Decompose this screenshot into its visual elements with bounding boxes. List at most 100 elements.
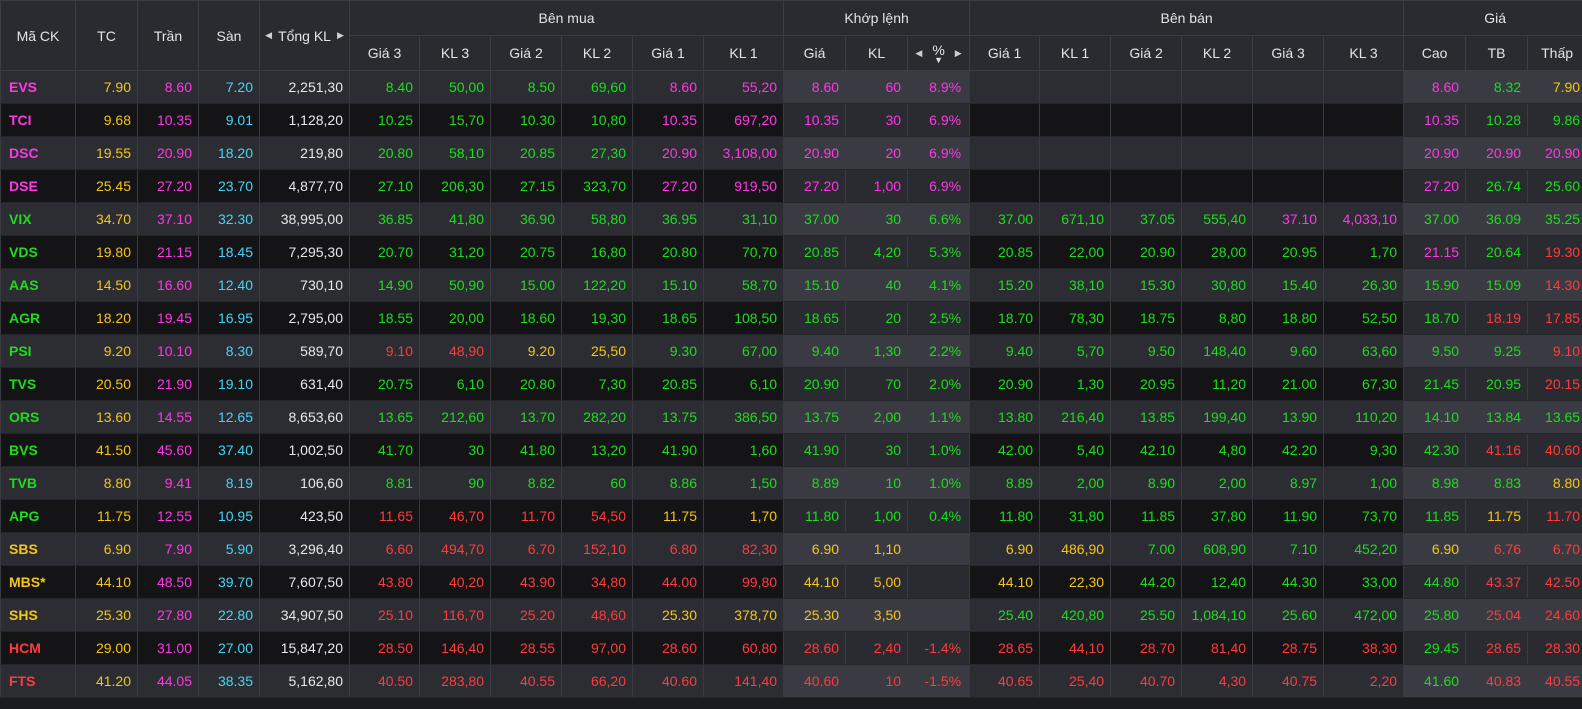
header-sell-vol-3[interactable]: KL 3: [1323, 35, 1405, 71]
symbol-cell[interactable]: VDS: [0, 235, 76, 269]
symbol-cell[interactable]: VIX: [0, 202, 76, 236]
buy-vol-2-cell: 122,20: [561, 268, 633, 302]
buy-price-1-cell: 11.75: [632, 499, 704, 533]
sort-down-icon[interactable]: ▼: [934, 55, 944, 65]
table-row[interactable]: BVS 41.50 45.60 37.40 1,002,50 41.70 30 41.80 13…: [0, 433, 1582, 467]
header-match-pct[interactable]: ◀ % ▼ ▶: [907, 35, 971, 71]
table-row[interactable]: HCM 29.00 31.00 27.00 15,847,20 28.50 146,40 28…: [0, 631, 1582, 665]
header-sell-price-1[interactable]: Giá 1: [969, 35, 1041, 71]
buy-price-1-cell: 6.80: [632, 532, 704, 566]
buy-price-1-cell: 27.20: [632, 169, 704, 203]
sell-price-1-cell: 20.90: [969, 367, 1041, 401]
sell-price-2-cell: 20.95: [1110, 367, 1183, 401]
header-total-vol[interactable]: ◀ Tổng KL ▶: [259, 0, 350, 71]
ceil-price-cell: 8.60: [137, 70, 199, 104]
sell-price-2-cell: 7.00: [1110, 532, 1183, 566]
ref-price-cell: 29.00: [75, 631, 138, 665]
table-row[interactable]: EVS 7.90 8.60 7.20 2,251,30 8.40 50,00 8.50 69,6…: [0, 70, 1582, 104]
match-pct-cell: 2.2%: [907, 334, 971, 368]
buy-price-3-cell: 9.10: [349, 334, 420, 368]
sell-price-2-cell: 28.70: [1110, 631, 1183, 665]
header-sell-price-2[interactable]: Giá 2: [1110, 35, 1183, 71]
match-price-cell: 41.90: [783, 433, 847, 467]
sell-vol-2-cell: 4,80: [1181, 433, 1254, 467]
sell-vol-3-cell: 452,20: [1323, 532, 1405, 566]
header-price-group: Giá: [1403, 0, 1582, 36]
header-symbol[interactable]: Mã CK: [0, 0, 76, 71]
symbol-cell[interactable]: AGR: [0, 301, 76, 335]
high-price-cell: 14.10: [1403, 400, 1467, 434]
table-row[interactable]: PSI 9.20 10.10 8.30 589,70 9.10 48,90 9.20 25,50…: [0, 334, 1582, 368]
header-match-vol[interactable]: KL: [845, 35, 909, 71]
caret-left-icon[interactable]: ◀: [265, 30, 273, 40]
table-row[interactable]: TCI 9.68 10.35 9.01 1,128,20 10.25 15,70 10.30 1…: [0, 103, 1582, 137]
table-row[interactable]: TVS 20.50 21.90 19.10 631,40 20.75 6,10 20.80 7,…: [0, 367, 1582, 401]
symbol-cell[interactable]: SBS: [0, 532, 76, 566]
ref-price-cell: 25.30: [75, 598, 138, 632]
header-buy-vol-3[interactable]: KL 3: [419, 35, 491, 71]
caret-right-icon[interactable]: ▶: [954, 47, 962, 58]
buy-vol-3-cell: 116,70: [419, 598, 491, 632]
header-buy-price-3[interactable]: Giá 3: [349, 35, 420, 71]
header-high[interactable]: Cao: [1403, 35, 1467, 71]
table-row[interactable]: MBS* 44.10 48.50 39.70 7,607,50 43.80 40,20 43.…: [0, 565, 1582, 599]
header-buy-vol-1[interactable]: KL 1: [702, 35, 785, 71]
header-match-price[interactable]: Giá: [783, 35, 847, 71]
symbol-cell[interactable]: MBS*: [0, 565, 76, 599]
header-sell-price-3[interactable]: Giá 3: [1252, 35, 1325, 71]
symbol-cell[interactable]: TVB: [0, 466, 76, 500]
buy-price-2-cell: 18.60: [490, 301, 562, 335]
sell-price-2-cell: 20.90: [1110, 235, 1183, 269]
table-row[interactable]: TVB 8.80 9.41 8.19 106,60 8.81 90 8.82 60 8.86 1,5…: [0, 466, 1582, 500]
symbol-cell[interactable]: TVS: [0, 367, 76, 401]
symbol-cell[interactable]: BVS: [0, 433, 76, 467]
header-low[interactable]: Thấp: [1527, 35, 1582, 71]
table-row[interactable]: VIX 34.70 37.10 32.30 38,995,00 36.85 41,80 36.…: [0, 202, 1582, 236]
symbol-cell[interactable]: PSI: [0, 334, 76, 368]
header-floor[interactable]: Sàn: [198, 0, 260, 71]
sell-price-1-cell: 25.40: [969, 598, 1041, 632]
symbol-cell[interactable]: DSC: [0, 136, 76, 170]
match-vol-cell: 2,40: [845, 631, 909, 665]
symbol-cell[interactable]: SHS: [0, 598, 76, 632]
ceil-price-cell: 9.41: [137, 466, 199, 500]
sell-vol-1-cell: 31,80: [1039, 499, 1112, 533]
caret-right-icon[interactable]: ▶: [336, 30, 344, 40]
symbol-cell[interactable]: APG: [0, 499, 76, 533]
table-row[interactable]: FTS 41.20 44.05 38.35 5,162,80 40.50 283,80 40.…: [0, 664, 1582, 698]
symbol-cell[interactable]: DSE: [0, 169, 76, 203]
header-sell-group: Bên bán: [969, 0, 1405, 36]
symbol-cell[interactable]: ORS: [0, 400, 76, 434]
table-row[interactable]: AGR 18.20 19.45 16.95 2,795,00 18.55 20,00 18.6…: [0, 301, 1582, 335]
table-row[interactable]: DSE 25.45 27.20 23.70 4,877,70 27.10 206,30 27.…: [0, 169, 1582, 203]
symbol-cell[interactable]: HCM: [0, 631, 76, 665]
table-row[interactable]: AAS 14.50 16.60 12.40 730,10 14.90 50,90 15.00 1…: [0, 268, 1582, 302]
header-ceil[interactable]: Trần: [137, 0, 199, 71]
floor-price-cell: 7.20: [198, 70, 260, 104]
match-price-cell: 15.10: [783, 268, 847, 302]
header-buy-vol-2[interactable]: KL 2: [561, 35, 633, 71]
symbol-cell[interactable]: EVS: [0, 70, 76, 104]
buy-vol-2-cell: 54,50: [561, 499, 633, 533]
header-avg[interactable]: TB: [1465, 35, 1529, 71]
sell-price-2-cell: 42.10: [1110, 433, 1183, 467]
header-sell-vol-1[interactable]: KL 1: [1039, 35, 1112, 71]
ref-price-cell: 19.80: [75, 235, 138, 269]
total-vol-cell: 3,296,40: [259, 532, 350, 566]
buy-vol-1-cell: 3,108,00: [702, 136, 785, 170]
table-row[interactable]: APG 11.75 12.55 10.95 423,50 11.65 46,70 11.70 5…: [0, 499, 1582, 533]
header-ref[interactable]: TC: [75, 0, 138, 71]
header-sell-vol-2[interactable]: KL 2: [1181, 35, 1254, 71]
table-row[interactable]: VDS 19.80 21.15 18.45 7,295,30 20.70 31,20 20.7…: [0, 235, 1582, 269]
symbol-cell[interactable]: TCI: [0, 103, 76, 137]
symbol-cell[interactable]: FTS: [0, 664, 76, 698]
table-row[interactable]: SBS 6.90 7.90 5.90 3,296,40 6.60 494,70 6.70 152…: [0, 532, 1582, 566]
symbol-cell[interactable]: AAS: [0, 268, 76, 302]
header-buy-price-1[interactable]: Giá 1: [632, 35, 704, 71]
table-row[interactable]: SHS 25.30 27.80 22.80 34,907,50 25.10 116,70 25…: [0, 598, 1582, 632]
table-row[interactable]: DSC 19.55 20.90 18.20 219,80 20.80 58,10 20.85 2…: [0, 136, 1582, 170]
header-buy-price-2[interactable]: Giá 2: [490, 35, 562, 71]
buy-vol-1-cell: 58,70: [702, 268, 785, 302]
caret-left-icon[interactable]: ◀: [915, 47, 923, 58]
table-row[interactable]: ORS 13.60 14.55 12.65 8,653,60 13.65 212,60 13.…: [0, 400, 1582, 434]
